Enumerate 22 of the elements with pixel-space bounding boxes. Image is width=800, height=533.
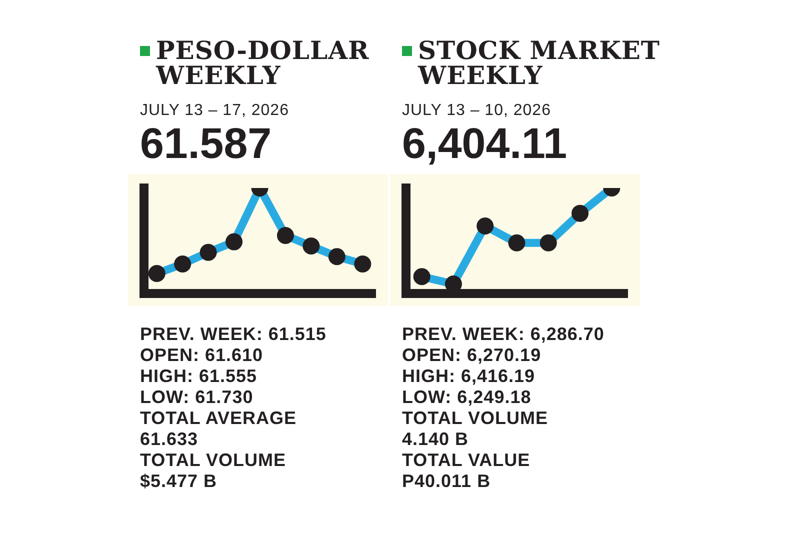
text: HIGH: 61.555 — [140, 366, 258, 386]
text: LOW: 61.730 — [140, 387, 254, 407]
chart-subtitle: JULY 13 – 10, 2026 — [402, 102, 552, 120]
text: $5.477 B — [140, 471, 218, 491]
chart-subtitle: JULY 13 – 17, 2026 — [140, 102, 289, 119]
text: P40.011 B — [402, 471, 492, 492]
chart-title: STOCK MARKET WEEKLY — [418, 36, 661, 90]
text: PREV. WEEK: 61.515 — [140, 324, 326, 344]
text: 4.140 B — [402, 429, 470, 450]
text: TOTAL VOLUME — [402, 408, 550, 429]
text: OPEN: 6,270.19 — [402, 345, 542, 366]
text: TOTAL AVERAGE — [140, 408, 297, 428]
text: LOW: 6,249.18 — [402, 387, 532, 408]
text: TOTAL VOLUME — [140, 450, 286, 470]
text: 6,404.11 — [402, 120, 568, 168]
chart-title: PESO-DOLLAR WEEKLY — [156, 36, 370, 90]
text: HIGH: 6,416.19 — [402, 366, 536, 387]
text: TOTAL VALUE — [402, 450, 532, 471]
text: PREV. WEEK: 6,286.70 — [402, 324, 606, 345]
text: 61.633 — [140, 429, 198, 449]
text: OPEN: 61.610 — [140, 345, 264, 365]
text: 61.587 — [140, 120, 272, 168]
